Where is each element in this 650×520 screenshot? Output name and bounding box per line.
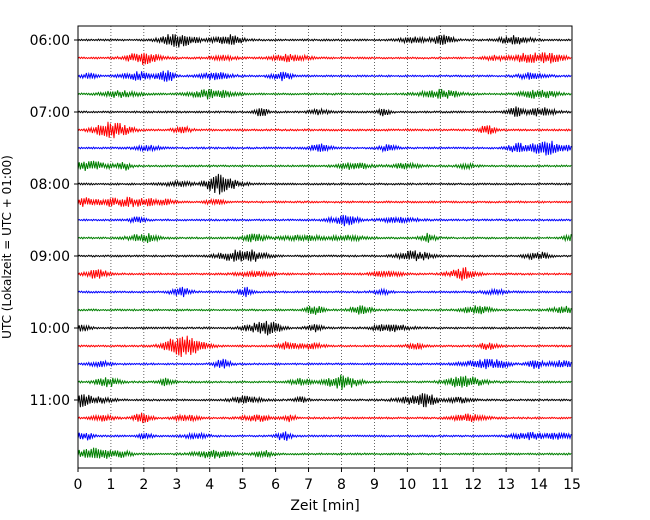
trace-0715: [77, 121, 572, 139]
trace-0645: [77, 88, 572, 100]
x-tick-label: 6: [271, 477, 280, 493]
x-tick-label: 2: [139, 477, 148, 493]
trace-0600: [77, 34, 572, 48]
trace-0915: [77, 267, 572, 281]
y-axis-label: UTC (Lokalzeit = UTC + 01:00): [0, 155, 14, 339]
x-tick-label: 12: [464, 477, 482, 493]
trace-0745: [77, 160, 572, 171]
trace-0800: [77, 173, 572, 195]
trace-0700: [77, 106, 572, 117]
y-tick-label: 07:00: [30, 105, 70, 121]
x-tick-label: 9: [370, 477, 379, 493]
x-axis-ticks: 0 1 2 3 4 5 6 7 8 9 10 11 12 13 14 15: [74, 468, 581, 493]
x-tick-label: 0: [74, 477, 83, 493]
x-axis-label: Zeit [min]: [290, 498, 359, 514]
trace-0930: [77, 286, 572, 298]
y-tick-label: 06:00: [30, 33, 70, 49]
x-tick-label: 5: [238, 477, 247, 493]
trace-1000: [77, 320, 572, 336]
trace-1130: [77, 431, 572, 441]
x-tick-label: 15: [563, 477, 581, 493]
x-tick-label: 3: [172, 477, 181, 493]
trace-0900: [77, 249, 572, 262]
trace-1115: [77, 412, 572, 424]
trace-0945: [77, 305, 572, 315]
trace-1045: [77, 374, 572, 390]
trace-0615: [77, 52, 572, 66]
y-tick-label: 09:00: [30, 249, 70, 265]
trace-0730: [77, 140, 572, 156]
trace-0630: [77, 70, 572, 82]
trace-0815: [77, 196, 572, 208]
x-tick-label: 8: [337, 477, 346, 493]
y-tick-label: 10:00: [30, 321, 70, 337]
x-tick-label: 11: [431, 477, 449, 493]
x-tick-label: 10: [398, 477, 416, 493]
trace-0830: [77, 214, 572, 227]
x-tick-label: 4: [205, 477, 214, 493]
trace-1145: [77, 447, 572, 459]
x-tick-label: 13: [497, 477, 515, 493]
x-tick-label: 14: [530, 477, 548, 493]
trace-1015: [77, 335, 572, 357]
grid-lines: [110, 26, 540, 468]
trace-1100: [77, 393, 572, 408]
seismogram-traces: [77, 34, 572, 459]
y-axis-ticks: 06:00 07:00 08:00 09:00 10:00 11:00: [30, 33, 78, 409]
y-tick-label: 08:00: [30, 177, 70, 193]
x-tick-label: 7: [304, 477, 313, 493]
plot-frame: [77, 25, 573, 469]
y-tick-label: 11:00: [30, 393, 70, 409]
trace-1030: [77, 358, 572, 370]
trace-0845: [77, 232, 572, 244]
x-tick-label: 1: [106, 477, 115, 493]
